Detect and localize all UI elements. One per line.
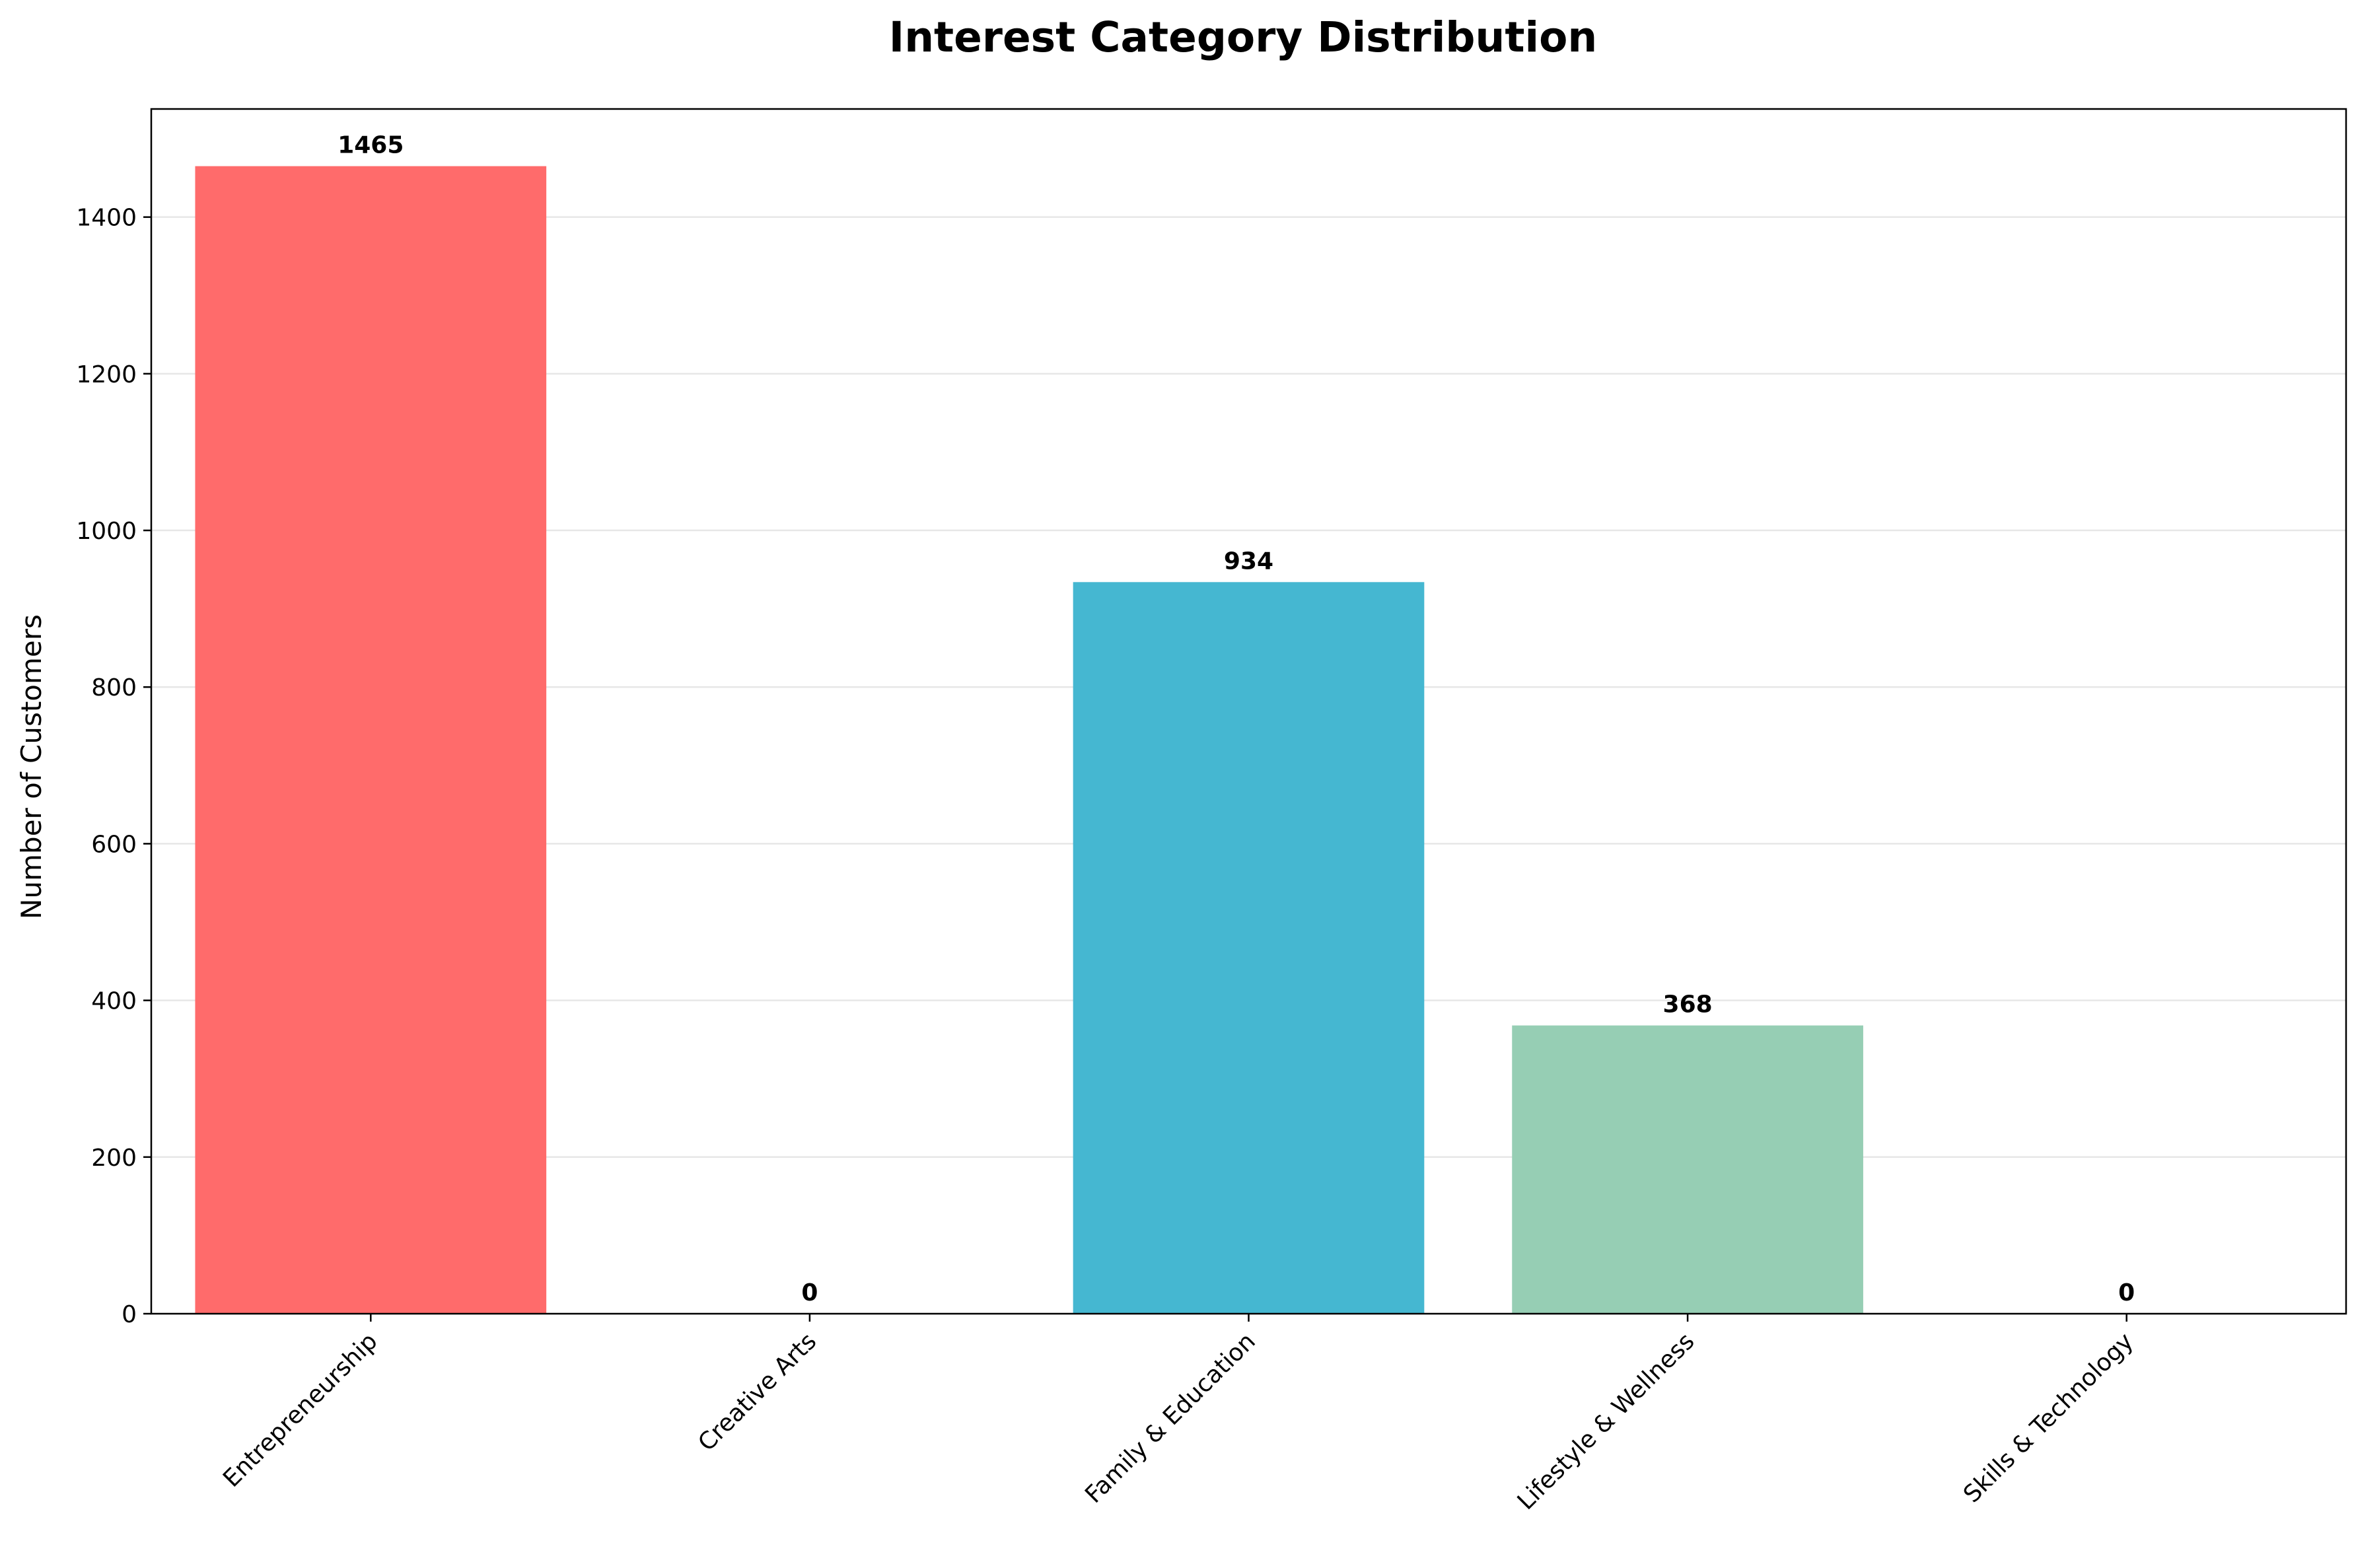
y-tick-label: 200 (91, 1145, 137, 1172)
bar-value-label: 934 (1224, 548, 1273, 575)
y-axis-label: Number of Customers (15, 614, 48, 919)
plot-frame (150, 108, 2347, 1315)
bar (1512, 1025, 1863, 1314)
bar (1073, 582, 1425, 1314)
bar-value-label: 0 (801, 1279, 818, 1306)
y-tick-label: 400 (91, 988, 137, 1015)
y-tick-label: 1200 (76, 361, 137, 388)
bar-value-label: 1465 (338, 132, 404, 159)
bar-value-label: 0 (2118, 1279, 2135, 1306)
y-tick-label: 1400 (76, 205, 137, 232)
value-labels: 1465 0 934 368 0 (338, 132, 2135, 1306)
y-tick-label: 0 (122, 1301, 137, 1328)
y-axis-ticks: 0 200 400 600 800 1000 1200 1400 (76, 205, 151, 1328)
y-tick-label: 600 (91, 831, 137, 858)
y-tick-label: 800 (91, 674, 137, 701)
y-tick-label: 1000 (76, 518, 137, 545)
chart-title: Interest Category Distribution (889, 13, 1597, 61)
bars (195, 166, 1863, 1314)
bar (195, 166, 547, 1314)
bar-value-label: 368 (1663, 991, 1713, 1018)
